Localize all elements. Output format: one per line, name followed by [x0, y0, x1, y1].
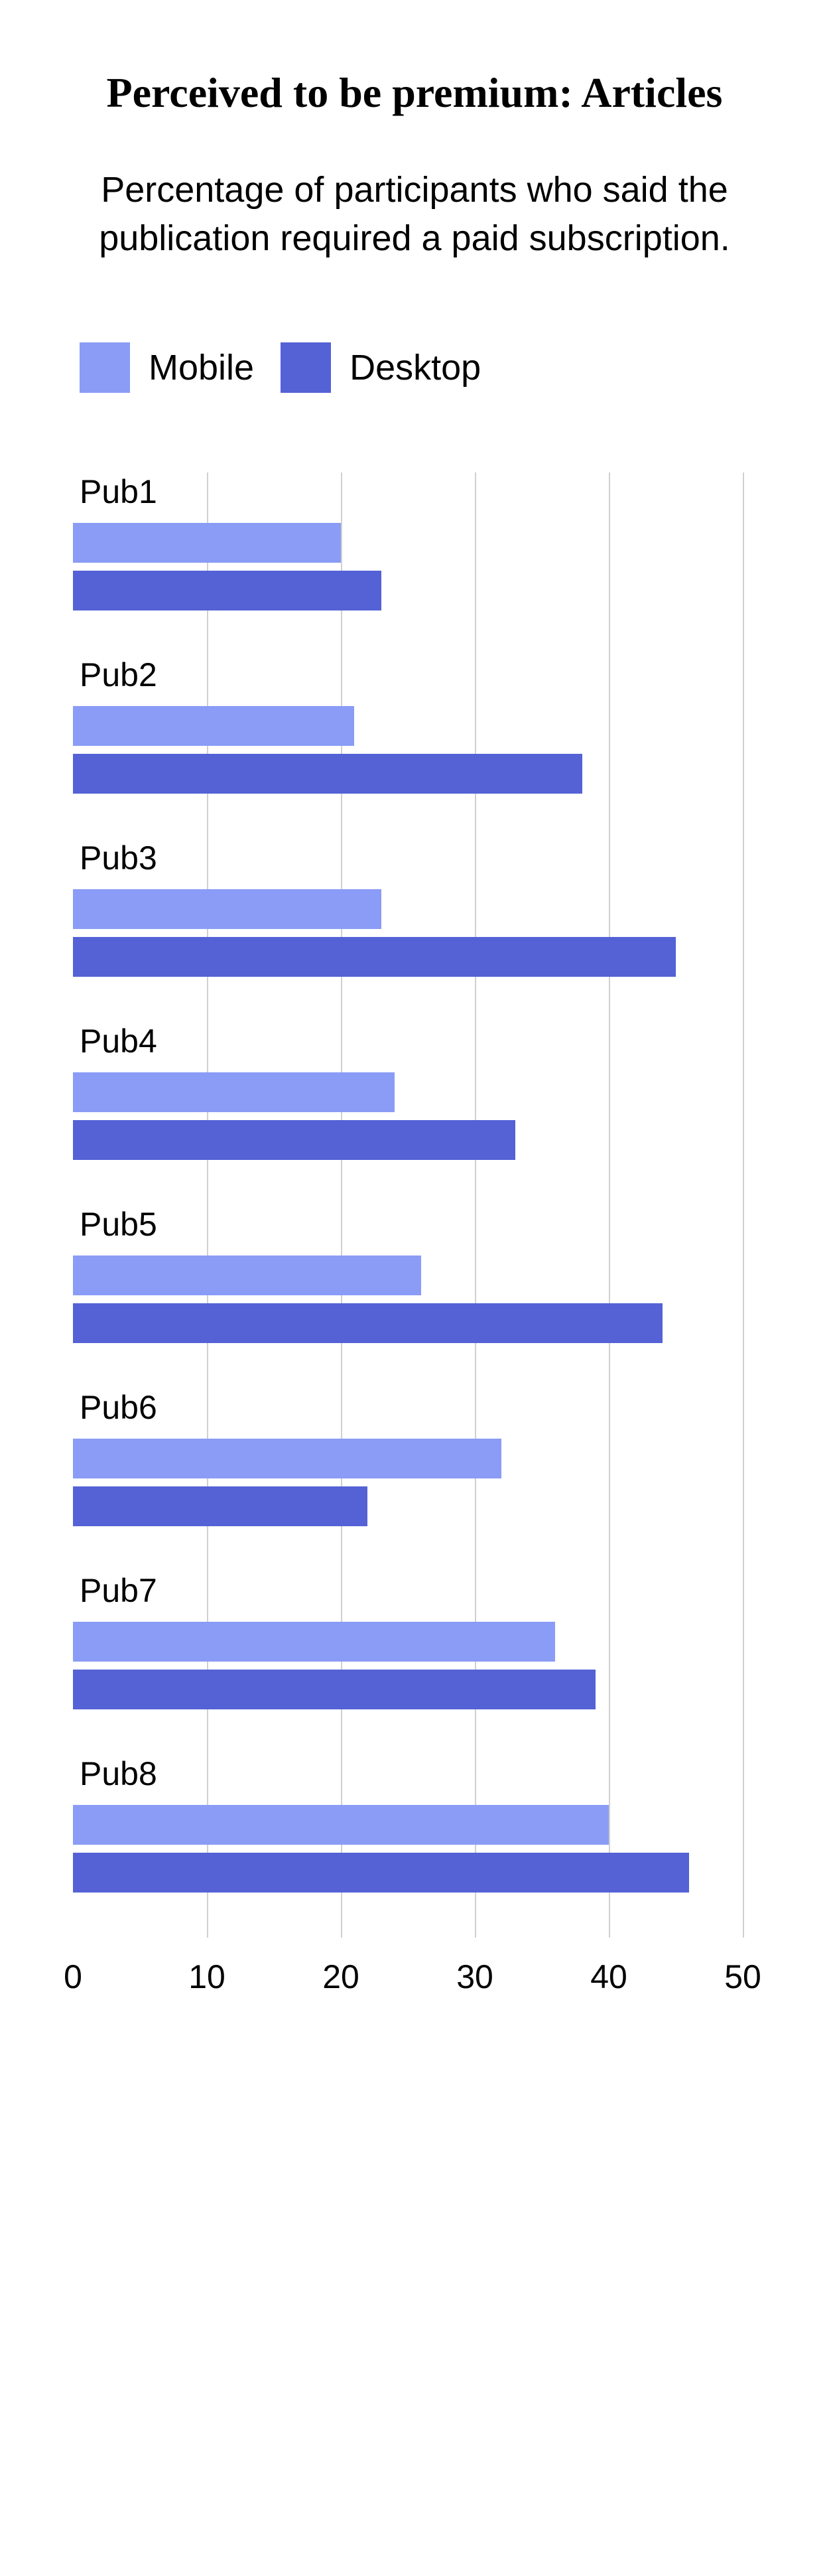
bar-mobile	[73, 889, 381, 929]
bar-desktop	[73, 571, 381, 610]
bar-group: Pub2	[73, 656, 743, 839]
group-label: Pub8	[73, 1754, 743, 1793]
bar-group: Pub7	[73, 1571, 743, 1754]
group-label: Pub4	[73, 1022, 743, 1060]
x-tick-label: 30	[456, 1958, 493, 1996]
bar-group: Pub6	[73, 1388, 743, 1571]
bar-group: Pub4	[73, 1022, 743, 1205]
chart: Pub1Pub2Pub3Pub4Pub5Pub6Pub7Pub8 0102030…	[73, 472, 756, 1997]
bar-row	[73, 571, 743, 610]
bar-row	[73, 1255, 743, 1295]
bar-group: Pub5	[73, 1205, 743, 1388]
x-tick-label: 40	[590, 1958, 627, 1996]
plot-area: Pub1 Pub2 Pub3 Pub4 Pub5 Pub6 Pub7 Pub8	[73, 472, 743, 1938]
bar-mobile	[73, 1255, 421, 1295]
bar-mobile	[73, 1439, 501, 1478]
bar-groups: Pub1 Pub2 Pub3 Pub4 Pub5 Pub6 Pub7 Pub8	[73, 472, 743, 1938]
group-label: Pub2	[73, 656, 743, 694]
bar-row	[73, 889, 743, 929]
legend-swatch	[80, 342, 130, 393]
bar-desktop	[73, 1486, 367, 1526]
bar-desktop	[73, 937, 676, 977]
bar-mobile	[73, 523, 341, 563]
x-axis: 01020304050	[73, 1938, 743, 1997]
bar-row	[73, 1072, 743, 1112]
bar-desktop	[73, 1853, 689, 1893]
group-label: Pub5	[73, 1205, 743, 1244]
bar-group: Pub8	[73, 1754, 743, 1938]
group-label: Pub3	[73, 839, 743, 877]
group-label: Pub1	[73, 472, 743, 511]
legend-item: Mobile	[80, 342, 254, 393]
gridline	[743, 472, 744, 1938]
bar-row	[73, 937, 743, 977]
bar-row	[73, 1670, 743, 1709]
bar-row	[73, 754, 743, 794]
bar-desktop	[73, 1303, 663, 1343]
x-tick-label: 0	[64, 1958, 82, 1996]
group-label: Pub6	[73, 1388, 743, 1427]
bar-desktop	[73, 1120, 515, 1160]
x-tick-label: 50	[724, 1958, 761, 1996]
bar-desktop	[73, 1670, 596, 1709]
bar-mobile	[73, 1072, 395, 1112]
x-tick-label: 20	[322, 1958, 359, 1996]
bar-row	[73, 1120, 743, 1160]
chart-title: Perceived to be premium: Articles	[73, 66, 756, 119]
chart-subtitle: Percentage of participants who said the …	[73, 166, 756, 263]
legend-swatch	[281, 342, 331, 393]
legend-item: Desktop	[281, 342, 481, 393]
bar-row	[73, 706, 743, 746]
bar-row	[73, 1439, 743, 1478]
legend-label: Desktop	[350, 347, 481, 388]
bar-row	[73, 1622, 743, 1662]
group-label: Pub7	[73, 1571, 743, 1610]
bar-desktop	[73, 754, 582, 794]
bar-mobile	[73, 1622, 555, 1662]
x-tick-label: 10	[188, 1958, 225, 1996]
bar-row	[73, 1303, 743, 1343]
bar-row	[73, 1805, 743, 1845]
bar-row	[73, 1853, 743, 1893]
bar-group: Pub3	[73, 839, 743, 1022]
legend: Mobile Desktop	[73, 342, 756, 393]
bar-group: Pub1	[73, 472, 743, 656]
bar-row	[73, 1486, 743, 1526]
legend-label: Mobile	[149, 347, 254, 388]
bar-mobile	[73, 1805, 609, 1845]
bar-mobile	[73, 706, 354, 746]
bar-row	[73, 523, 743, 563]
